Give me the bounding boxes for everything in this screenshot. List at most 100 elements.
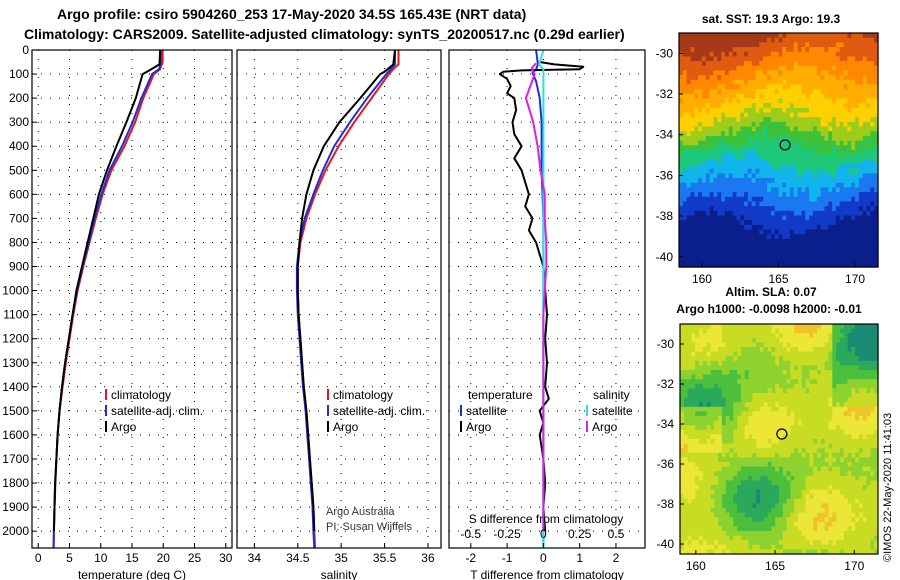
map-cell [839,356,845,362]
map-cell [862,429,868,435]
map-cell [786,248,791,254]
map-cell [874,452,879,458]
map-cell [779,457,784,463]
map-cell [759,480,765,486]
map-cell [729,420,734,426]
map-cell [794,370,799,376]
map-cell [858,379,864,385]
map-cell [855,462,860,468]
map-cell [809,70,814,76]
map-cell [809,135,814,142]
map-cell [752,370,757,376]
map-cell [679,140,684,146]
map-cell [744,51,749,57]
map-cell [813,383,818,389]
map-cell [820,402,826,408]
map-cell [682,98,688,104]
map-cell [782,439,788,445]
map-cell [874,356,879,362]
map-cell [862,159,868,165]
map-cell [744,206,749,212]
map-cell [801,425,807,431]
difference-series-t-argo [498,61,585,532]
map-cell [691,512,696,518]
map-cell [705,37,711,43]
map-cell [728,187,734,193]
map-cell [747,154,753,160]
map-cell [824,65,829,72]
map-cell [809,439,814,445]
map-cell [744,173,749,179]
map-cell [740,443,746,449]
map-cell [789,47,795,53]
salinity-series-argo [296,49,396,532]
map-cell [866,393,871,399]
map-cell [809,429,814,435]
map-cell [812,206,818,212]
map-cell [789,61,795,67]
map-cell [866,220,871,226]
map-cell [870,485,875,491]
map-cell [824,485,830,491]
map-cell [851,420,856,426]
map-cell [682,243,688,249]
map-cell [732,150,738,156]
map-cell [740,182,745,189]
map-cell [866,420,871,426]
map-cell [679,159,684,165]
map-cell [774,117,780,123]
map-cell [701,145,707,151]
map-cell [820,159,826,165]
map-cell [694,93,699,100]
map-cell [699,393,704,399]
map-cell [839,383,845,389]
map-cell [782,448,788,454]
map-cell [744,485,750,491]
map-cell [733,324,738,330]
map-cell [798,379,803,385]
map-cell [686,79,692,86]
map-cell [832,383,837,389]
map-cell [835,51,841,57]
map-cell [698,47,703,53]
map-cell [858,51,864,57]
map-cell [835,75,841,81]
map-cell [782,112,787,118]
map-cell [699,439,704,445]
map-cell [851,33,856,39]
map-cell [706,434,712,440]
map-cell [793,84,799,90]
map-cell [874,210,879,217]
map-cell [817,328,822,334]
map-cell [820,471,826,477]
map-cell [847,498,852,504]
map-cell [832,56,837,62]
map-cell [767,201,772,207]
map-cell [813,393,818,399]
figure-title-line1: Argo profile: csiro 5904260_253 17-May-2… [57,6,527,22]
map-cell [736,42,741,48]
map-cell [801,164,806,170]
map-cell [724,70,730,76]
map-cell [786,243,791,249]
map-cell [709,75,715,81]
map-cell [828,351,833,357]
map-cell [858,220,864,226]
map-cell [721,411,727,417]
map-cell [763,103,768,109]
map-cell [763,192,768,198]
map-cell [824,388,830,394]
map-cell [709,145,715,151]
map-cell [809,434,814,440]
map-cell [713,206,718,212]
map-cell [737,471,742,477]
map-cell [755,210,760,217]
depth-tick-label: 500 [9,163,29,177]
map-cell [729,337,734,343]
map-cell [732,121,738,128]
map-cell [732,182,738,189]
map-cell [728,145,734,151]
map-cell [740,75,745,81]
map-cell [728,159,734,165]
map-cell [820,135,826,142]
